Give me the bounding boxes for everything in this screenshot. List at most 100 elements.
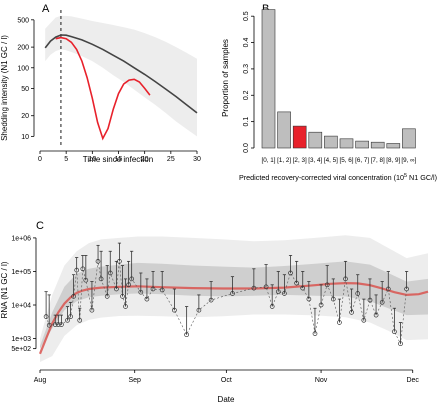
panel-c-point <box>52 322 58 327</box>
panel-c-ytick-label: 1e+05 <box>11 269 31 276</box>
panel-c-point <box>83 277 89 283</box>
panel-b: B [0, 1] [1, 2] [2, 3] [3, 4] [4, 5] [5, 6] [6… <box>221 3 437 182</box>
panel-b-bar <box>355 140 369 149</box>
panel-b-bar <box>402 128 416 149</box>
panel-b-category-label: [5, 6] <box>339 157 353 164</box>
panel-c-point <box>123 304 128 309</box>
panel-c-point <box>68 314 73 319</box>
panel-c-point <box>337 320 342 325</box>
panel-c-point <box>159 287 165 293</box>
panel-a-ytick-label: 20 <box>21 113 29 120</box>
panel-c-points <box>43 242 409 347</box>
panel-c-point <box>306 296 312 302</box>
panel-c-point <box>59 322 64 327</box>
panel-a-lines <box>44 10 198 147</box>
panel-c-ytick-label: 1e+04 <box>11 303 31 310</box>
panel-c-xtick-label: Aug <box>34 377 47 384</box>
panel-c-point <box>184 332 189 338</box>
panel-c-point <box>269 304 275 309</box>
panel-b-category-label: [6, 7] <box>355 157 369 164</box>
panel-b-bar <box>308 131 323 149</box>
panel-c-point <box>263 284 269 290</box>
panel-c-point <box>355 291 361 296</box>
panel-c-point <box>392 329 397 335</box>
panel-c-ylabel: RNA (N1 GC / l) <box>0 261 9 318</box>
panel-a-label: A <box>42 3 50 15</box>
panel-c-ytick-label: 1e+06 <box>11 235 31 242</box>
panel-a-ytick-label: 200 <box>17 45 29 52</box>
panel-c-point <box>114 286 119 292</box>
panel-b-bar <box>386 143 401 149</box>
panel-a-ylabel: Shedding intensity (N1 GC / l) <box>0 35 9 141</box>
panel-c-point <box>126 282 131 288</box>
panel-c-point <box>208 297 214 303</box>
panel-c-point <box>80 266 86 272</box>
panel-c-point <box>330 296 336 302</box>
panel-b-bar <box>370 141 385 149</box>
panel-c-point <box>74 267 80 273</box>
panel-b-axes: [0, 1] [1, 2] [2, 3] [3, 4] [4, 5] [5, 6] [6, … <box>243 11 417 164</box>
panel-c-xlabel: Date <box>218 395 235 404</box>
panel-b-bar <box>277 111 291 149</box>
panel-c-point <box>294 280 299 286</box>
panel-b-bars <box>261 9 416 149</box>
panel-b-ytick-label: 0.2 <box>243 90 250 100</box>
panel-c-point <box>172 307 177 313</box>
panel-c-xtick-label: Sep <box>128 377 141 384</box>
panel-a-xtick-label: 15 <box>115 156 123 163</box>
panel-b-ytick-label: 0.3 <box>243 64 250 74</box>
panel-b-category-label: [3, 4] <box>308 157 322 164</box>
panel-b-ytick-label: 0.4 <box>243 38 250 48</box>
panel-c-point <box>117 259 122 264</box>
panel-c-point <box>318 302 324 308</box>
panel-b-label: B <box>262 3 269 15</box>
panel-b-ylabel: Proportion of samples <box>221 39 230 117</box>
panel-c-point <box>373 312 379 318</box>
panel-a-xtick-label: 0 <box>38 156 42 163</box>
panel-c-point <box>367 297 373 303</box>
panel-a: A 10 20 50 100 200 500 0 5 10 15 20 25 30 Time since… <box>0 3 201 164</box>
panel-c-point <box>98 276 104 282</box>
panel-b-bar <box>292 125 307 149</box>
panel-c-point <box>275 289 281 295</box>
panel-c-point <box>230 291 235 296</box>
panel-c-point <box>251 285 257 291</box>
panel-c-point <box>398 341 403 347</box>
panel-c-point <box>43 314 49 319</box>
panel-c-ytick-label: 5e+02 <box>11 346 31 353</box>
panel-c-point <box>138 289 144 295</box>
panel-c-point <box>46 322 52 328</box>
panel-c-mean <box>38 281 429 355</box>
panel-c-point <box>77 317 83 323</box>
panel-c-point <box>129 276 135 282</box>
panel-b-category-label: [9, ∞] <box>401 157 416 164</box>
panel-c-point <box>324 282 330 288</box>
panel-c-point <box>89 307 95 313</box>
panel-a-xtick-label: 25 <box>167 156 175 163</box>
panel-b-category-label: [7, 8] <box>371 157 385 164</box>
panel-a-ytick-label: 10 <box>21 134 29 141</box>
panel-c-point <box>71 294 76 299</box>
panel-a-ytick-label: 500 <box>17 17 29 24</box>
panel-b-ytick-label: 0.5 <box>243 11 250 21</box>
panel-b-category-label: [2, 3] <box>293 157 307 164</box>
panel-a-confidence-band <box>45 15 198 137</box>
panel-a-xlabel: Time since infection <box>83 155 153 164</box>
panel-c-point <box>120 294 125 299</box>
panel-b-category-label: [0, 1] <box>261 157 275 164</box>
panel-c-mean-line <box>38 281 429 355</box>
panel-b-category-label: [1, 2] <box>277 157 291 164</box>
panel-c-point <box>379 299 385 305</box>
panel-c-point <box>55 322 61 327</box>
panel-c-label: C <box>36 220 44 232</box>
panel-c-point <box>107 270 113 276</box>
panel-c-axes: 5e+02 1e+03 1e+04 1e+05 1e+06 Aug Sep Oct Nov Dec <box>11 235 419 384</box>
panel-a-ytick-label: 100 <box>17 65 29 72</box>
panel-c-xtick-label: Oct <box>221 377 232 384</box>
panel-c-point <box>343 276 348 282</box>
panel-c-xtick-label: Dec <box>406 377 419 384</box>
panel-c-ytick-label: 1e+03 <box>11 336 31 343</box>
panel-a-xtick-label: 20 <box>141 156 149 163</box>
panel-a-highlight-curve <box>55 36 151 141</box>
